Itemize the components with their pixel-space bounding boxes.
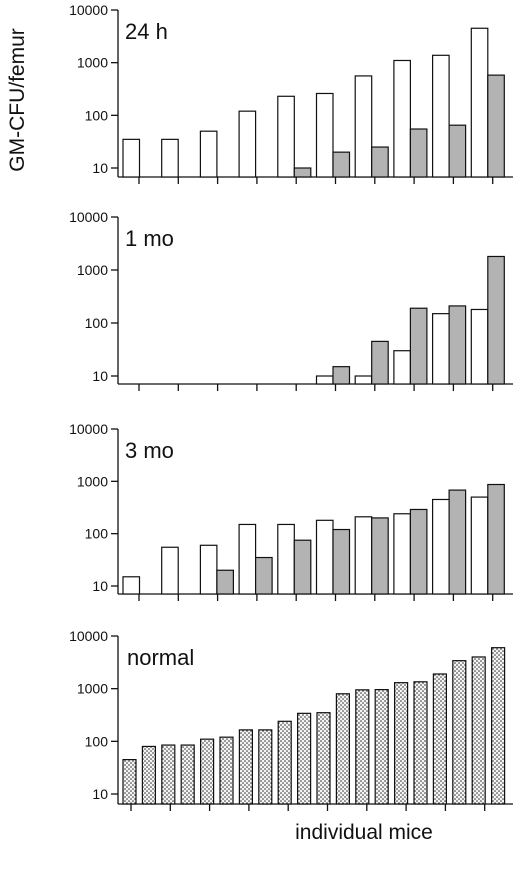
open-bar	[238, 523, 257, 595]
dotted-bar	[335, 693, 350, 805]
y-tick-label: 1000	[77, 55, 108, 71]
panel-label: normal	[127, 645, 194, 670]
y-tick-label: 100	[85, 315, 109, 331]
gray-bar	[332, 151, 351, 178]
open-bar	[354, 75, 373, 178]
gray-bar	[332, 528, 351, 595]
y-tick-label: 100	[85, 107, 109, 123]
dotted-bar	[238, 729, 253, 805]
dotted-bar	[277, 720, 292, 805]
gray-bar	[409, 307, 428, 385]
open-bar	[315, 92, 334, 178]
gray-bar	[371, 146, 389, 178]
y-tick-label: 10000	[69, 421, 108, 437]
dotted-bar	[297, 712, 312, 805]
open-bar	[354, 516, 373, 595]
dotted-bar	[219, 736, 234, 805]
y-tick-label: 10	[92, 786, 108, 802]
dotted-bar	[491, 647, 506, 805]
open-bar	[238, 110, 257, 178]
chart-panel-3: 10 100 1000 10000 3 mo	[69, 421, 513, 601]
dotted-bar	[355, 689, 370, 805]
panel-label: 1 mo	[125, 226, 174, 251]
open-bar	[122, 576, 141, 595]
dotted-bar	[413, 681, 428, 805]
x-axis-title: individual mice	[295, 821, 433, 844]
open-bar	[122, 138, 141, 178]
y-axis-title: GM-CFU/femur	[6, 28, 29, 172]
gray-bar	[371, 517, 389, 595]
gray-bar	[409, 128, 428, 178]
y-tick-label: 1000	[77, 262, 108, 278]
gray-bar	[487, 74, 505, 178]
panel-label: 3 mo	[125, 438, 174, 463]
open-bar	[393, 59, 411, 178]
y-tick-label: 10	[92, 160, 108, 176]
gray-bar	[216, 569, 234, 595]
open-bar	[354, 375, 373, 385]
y-tick-label: 10000	[69, 209, 108, 225]
gray-bar	[448, 305, 467, 385]
dotted-bar	[161, 744, 176, 805]
gray-bar	[448, 489, 467, 595]
dotted-bar	[258, 729, 273, 805]
gray-bar	[255, 556, 273, 595]
chart-panel-4: 10 100 1000 10000 normal	[69, 628, 513, 811]
open-bar	[161, 546, 179, 595]
dotted-bar	[180, 744, 195, 805]
open-bar	[432, 498, 450, 595]
open-bar	[277, 95, 295, 178]
y-tick-label: 100	[85, 526, 109, 542]
open-bar	[470, 308, 489, 385]
gray-bar	[448, 124, 467, 178]
dotted-bar	[452, 660, 467, 805]
gray-bar	[487, 483, 505, 595]
y-tick-label: 10	[92, 368, 108, 384]
dotted-bar	[432, 673, 447, 805]
gray-bar	[332, 366, 351, 385]
open-bar	[199, 130, 218, 178]
gray-bar	[371, 340, 389, 385]
dotted-bar	[374, 689, 389, 805]
dotted-bar	[122, 758, 137, 805]
open-bar	[432, 54, 450, 178]
open-bar	[161, 138, 179, 178]
dotted-bar	[394, 682, 409, 805]
y-tick-label: 10000	[69, 2, 108, 18]
open-bar	[199, 544, 218, 595]
dotted-bar	[141, 745, 156, 805]
gray-bar	[293, 539, 312, 595]
open-bar	[470, 496, 489, 595]
y-tick-label: 10000	[69, 628, 108, 644]
open-bar	[432, 313, 450, 385]
gray-bar	[409, 508, 428, 595]
chart-panel-1: 10 100 1000 10000 24 h	[69, 2, 513, 184]
chart-panel-2: 10 100 1000 10000 1 mo	[69, 209, 513, 391]
open-bar	[315, 375, 334, 385]
y-tick-label: 10	[92, 578, 108, 594]
gray-bar	[487, 255, 505, 385]
y-tick-label: 1000	[77, 681, 108, 697]
dotted-bar	[316, 712, 331, 805]
dotted-bar	[471, 656, 486, 805]
open-bar	[393, 513, 411, 595]
open-bar	[470, 27, 489, 178]
open-bar	[277, 523, 295, 595]
dotted-bar	[200, 738, 215, 805]
y-tick-label: 1000	[77, 473, 108, 489]
y-tick-label: 100	[85, 733, 109, 749]
open-bar	[315, 519, 334, 595]
panel-label: 24 h	[125, 19, 168, 44]
open-bar	[393, 350, 411, 385]
gray-bar	[293, 167, 312, 178]
